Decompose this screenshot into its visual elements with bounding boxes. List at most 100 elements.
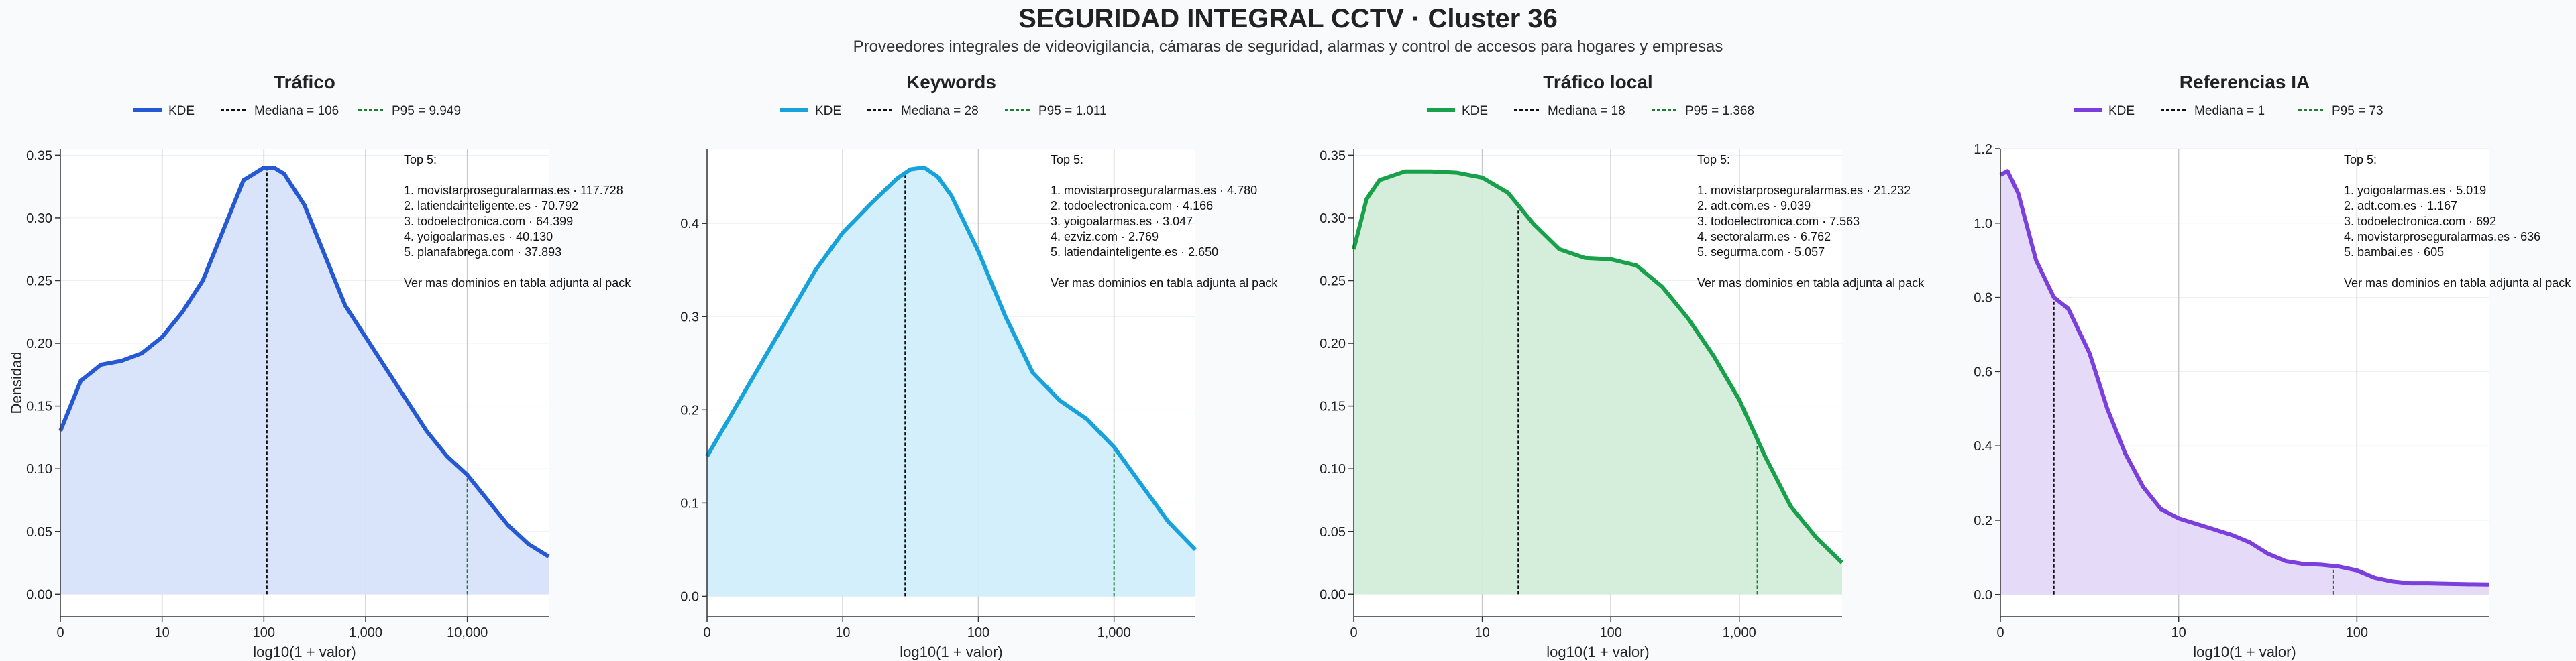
top5-annotation-line: 2. adt.com.es · 1.167 <box>2344 199 2457 213</box>
kde-line <box>1999 169 2489 587</box>
top5-annotation-line: Ver mas dominios en tabla adjunta al pac… <box>404 276 631 290</box>
y-tick-label: 0.10 <box>1320 462 1346 477</box>
top5-annotation-line: 5. bambai.es · 605 <box>2344 245 2444 259</box>
legend-kde-label: KDE <box>1462 104 1488 118</box>
x-tick-label: 10 <box>835 625 850 640</box>
legend-kde-label: KDE <box>168 104 195 118</box>
top5-annotation-line: 1. movistarproseguralarmas.es · 117.728 <box>404 184 623 197</box>
legend-median-label: Mediana = 1 <box>2194 104 2265 118</box>
top5-annotation-line: 2. latiendainteligente.es · 70.792 <box>404 199 578 213</box>
panel-title: Referencias IA <box>2180 72 2310 93</box>
legend-median-label: Mediana = 106 <box>254 104 339 118</box>
legend-kde-label: KDE <box>2108 104 2135 118</box>
panel-title: Keywords <box>906 72 996 93</box>
kde-area <box>60 168 549 595</box>
panel-title: Tráfico local <box>1543 72 1652 93</box>
x-tick-label: 0 <box>56 625 64 640</box>
y-tick-label: 0.20 <box>26 337 52 351</box>
top5-annotation-line: 1. yoigoalarmas.es · 5.019 <box>2344 184 2486 197</box>
y-tick-label: 0.30 <box>26 211 52 226</box>
x-tick-label: 1,000 <box>1723 625 1756 640</box>
top5-annotation-line: 2. todoelectronica.com · 4.166 <box>1051 199 1213 213</box>
y-tick-label: 1.2 <box>1974 142 1992 157</box>
kde-area <box>1354 171 1842 595</box>
x-tick-label: 10,000 <box>447 625 488 640</box>
legend-p95-label: P95 = 9.949 <box>392 104 461 118</box>
legend-median-label: Mediana = 28 <box>901 104 979 118</box>
y-tick-label: 0.10 <box>26 462 52 477</box>
kde-line <box>58 166 550 558</box>
x-tick-label: 1,000 <box>349 625 382 640</box>
top5-annotation-line: 4. sectoralarm.es · 6.762 <box>1697 230 1831 243</box>
y-tick-label: 0.0 <box>680 589 699 604</box>
top5-annotation-line: 5. latiendainteligente.es · 2.650 <box>1051 245 1218 259</box>
legend-p95-label: P95 = 1.011 <box>1038 104 1107 118</box>
top5-annotation-line: 4. movistarproseguralarmas.es · 636 <box>2344 230 2540 243</box>
top5-annotation-line: 1. movistarproseguralarmas.es · 4.780 <box>1051 184 1257 197</box>
top5-annotation-line: 1. movistarproseguralarmas.es · 21.232 <box>1697 184 1911 197</box>
x-tick-label: 10 <box>155 625 170 640</box>
y-tick-label: 0.00 <box>26 587 52 602</box>
x-tick-label: 0 <box>703 625 710 640</box>
chart-panel-1: 0.00 0.05 0.10 0.15 0.20 0.25 0.30 0.35 0 10 100 1,… <box>8 72 631 660</box>
top5-annotation-line: 2. adt.com.es · 9.039 <box>1697 199 1811 213</box>
y-tick-label: 0.20 <box>1320 337 1346 351</box>
y-tick-label: 0.4 <box>1974 439 1992 454</box>
legend-p95-label: P95 = 1.368 <box>1685 104 1754 118</box>
top5-annotation-line: Top 5: <box>1697 153 1730 166</box>
y-axis-label: Densidad <box>8 352 25 414</box>
y-tick-label: 0.25 <box>1320 274 1346 288</box>
y-tick-label: 0.00 <box>1320 587 1346 602</box>
chart-panel-4: 0.0 0.2 0.4 0.6 0.8 1.0 1.2 0 10 100 log10(1 + val… <box>1974 72 2571 660</box>
top5-annotation-line: Ver mas dominios en tabla adjunta al pac… <box>1051 276 1278 290</box>
x-tick-label: 1,000 <box>1097 625 1131 640</box>
top5-annotation-line: Top 5: <box>404 153 437 166</box>
x-tick-label: 0 <box>1350 625 1357 640</box>
y-tick-label: 0.2 <box>680 403 699 418</box>
y-tick-label: 0.25 <box>26 274 52 288</box>
x-tick-label: 100 <box>967 625 989 640</box>
y-tick-label: 0.3 <box>680 310 699 324</box>
chart-panel-2: 0.0 0.1 0.2 0.3 0.4 0 10 100 1,000 log10(1 + valo… <box>680 72 1278 660</box>
panel-title: Tráfico <box>274 72 335 93</box>
top5-annotation-line: 4. ezviz.com · 2.769 <box>1051 230 1159 243</box>
y-tick-label: 0.05 <box>26 525 52 540</box>
y-tick-label: 0.4 <box>680 217 699 231</box>
x-tick-label: 10 <box>1474 625 1489 640</box>
figure-subtitle: Proveedores integrales de videovigilanci… <box>853 38 1723 56</box>
top5-annotation-line: 3. yoigoalarmas.es · 3.047 <box>1051 215 1193 228</box>
kde-line <box>1352 169 1844 564</box>
legend-p95-label: P95 = 73 <box>2332 104 2383 118</box>
top5-annotation-line: 3. todoelectronica.com · 692 <box>2344 215 2496 228</box>
x-tick-label: 0 <box>1996 625 2004 640</box>
y-tick-label: 0.8 <box>1974 291 1992 306</box>
x-axis-label: log10(1 + valor) <box>900 644 1002 660</box>
x-tick-label: 100 <box>253 625 275 640</box>
top5-annotation-line: Top 5: <box>2344 153 2377 166</box>
y-tick-label: 0.15 <box>1320 400 1346 414</box>
y-tick-label: 0.30 <box>1320 211 1346 226</box>
figure-title: SEGURIDAD INTEGRAL CCTV · Cluster 36 <box>1018 4 1558 34</box>
top5-annotation-line: Ver mas dominios en tabla adjunta al pac… <box>1697 276 1925 290</box>
y-tick-label: 0.0 <box>1974 588 1992 603</box>
x-axis-label: log10(1 + valor) <box>253 644 356 660</box>
top5-annotation-line: Ver mas dominios en tabla adjunta al pac… <box>2344 276 2571 290</box>
top5-annotation-line: 5. segurma.com · 5.057 <box>1697 245 1825 259</box>
y-tick-label: 0.05 <box>1320 525 1346 540</box>
y-tick-label: 0.6 <box>1974 365 1992 379</box>
kde-area <box>707 167 1195 597</box>
y-tick-label: 1.0 <box>1974 217 1992 231</box>
y-tick-label: 0.35 <box>1320 148 1346 163</box>
x-tick-label: 10 <box>2171 625 2186 640</box>
kde-area <box>2000 171 2489 595</box>
legend-kde-label: KDE <box>815 104 841 118</box>
y-tick-label: 0.1 <box>680 496 699 511</box>
kde-line <box>705 165 1197 551</box>
y-tick-label: 0.35 <box>26 148 52 163</box>
top5-annotation-line: 3. todoelectronica.com · 7.563 <box>1697 215 1860 228</box>
top5-annotation-line: 3. todoelectronica.com · 64.399 <box>404 215 573 228</box>
x-axis-label: log10(1 + valor) <box>2193 644 2296 660</box>
x-axis-label: log10(1 + valor) <box>1546 644 1649 660</box>
y-tick-label: 0.2 <box>1974 514 1992 528</box>
